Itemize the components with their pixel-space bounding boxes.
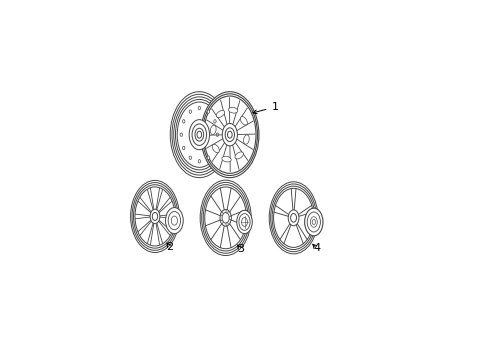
Ellipse shape — [182, 120, 184, 123]
Ellipse shape — [203, 96, 256, 174]
Ellipse shape — [202, 94, 257, 175]
Ellipse shape — [222, 123, 237, 146]
Ellipse shape — [175, 99, 223, 170]
Text: 4: 4 — [312, 243, 320, 253]
Ellipse shape — [189, 110, 191, 113]
Ellipse shape — [189, 156, 191, 159]
Ellipse shape — [201, 183, 249, 253]
Ellipse shape — [227, 131, 232, 138]
Ellipse shape — [182, 146, 184, 150]
Ellipse shape — [243, 135, 249, 144]
Ellipse shape — [165, 208, 183, 234]
Ellipse shape — [222, 212, 229, 223]
Ellipse shape — [229, 216, 231, 220]
Ellipse shape — [132, 183, 178, 250]
Ellipse shape — [310, 217, 317, 227]
Ellipse shape — [268, 182, 317, 254]
Ellipse shape — [273, 188, 313, 247]
Ellipse shape — [221, 212, 223, 216]
Ellipse shape — [235, 152, 243, 159]
Ellipse shape — [171, 216, 177, 225]
Ellipse shape — [192, 124, 206, 145]
Ellipse shape — [216, 111, 224, 117]
Ellipse shape — [172, 94, 226, 175]
Ellipse shape — [198, 106, 200, 110]
Ellipse shape — [204, 187, 246, 249]
Ellipse shape — [189, 120, 209, 150]
Ellipse shape — [236, 210, 252, 234]
Ellipse shape — [287, 210, 298, 226]
Ellipse shape — [225, 210, 228, 213]
Ellipse shape — [222, 156, 231, 162]
Ellipse shape — [198, 159, 200, 163]
Ellipse shape — [170, 92, 228, 177]
Ellipse shape — [180, 133, 182, 136]
Ellipse shape — [207, 110, 209, 113]
Ellipse shape — [213, 120, 216, 123]
Ellipse shape — [130, 180, 179, 252]
Ellipse shape — [133, 185, 176, 248]
Ellipse shape — [241, 217, 247, 226]
Ellipse shape — [240, 117, 247, 125]
Ellipse shape — [197, 131, 201, 138]
Ellipse shape — [200, 92, 259, 177]
Ellipse shape — [225, 222, 228, 226]
Text: 2: 2 — [166, 242, 173, 252]
Ellipse shape — [290, 213, 296, 222]
Text: 1: 1 — [252, 102, 278, 114]
Ellipse shape — [177, 102, 221, 167]
Ellipse shape — [270, 184, 316, 252]
Ellipse shape — [216, 133, 218, 136]
Ellipse shape — [239, 213, 249, 230]
Ellipse shape — [213, 146, 216, 150]
Ellipse shape — [224, 128, 234, 141]
Ellipse shape — [271, 186, 314, 249]
Ellipse shape — [200, 180, 251, 256]
Ellipse shape — [210, 125, 216, 135]
Ellipse shape — [304, 208, 322, 236]
Text: 3: 3 — [236, 244, 243, 254]
Ellipse shape — [152, 212, 157, 220]
Ellipse shape — [168, 211, 180, 230]
Ellipse shape — [135, 187, 175, 246]
Ellipse shape — [220, 210, 231, 226]
Ellipse shape — [221, 220, 223, 224]
Ellipse shape — [173, 97, 224, 172]
Ellipse shape — [311, 220, 315, 225]
Ellipse shape — [150, 209, 160, 224]
Ellipse shape — [306, 212, 320, 232]
Ellipse shape — [203, 185, 247, 251]
Ellipse shape — [207, 156, 209, 159]
Ellipse shape — [228, 107, 237, 113]
Ellipse shape — [195, 128, 203, 141]
Ellipse shape — [212, 144, 219, 153]
